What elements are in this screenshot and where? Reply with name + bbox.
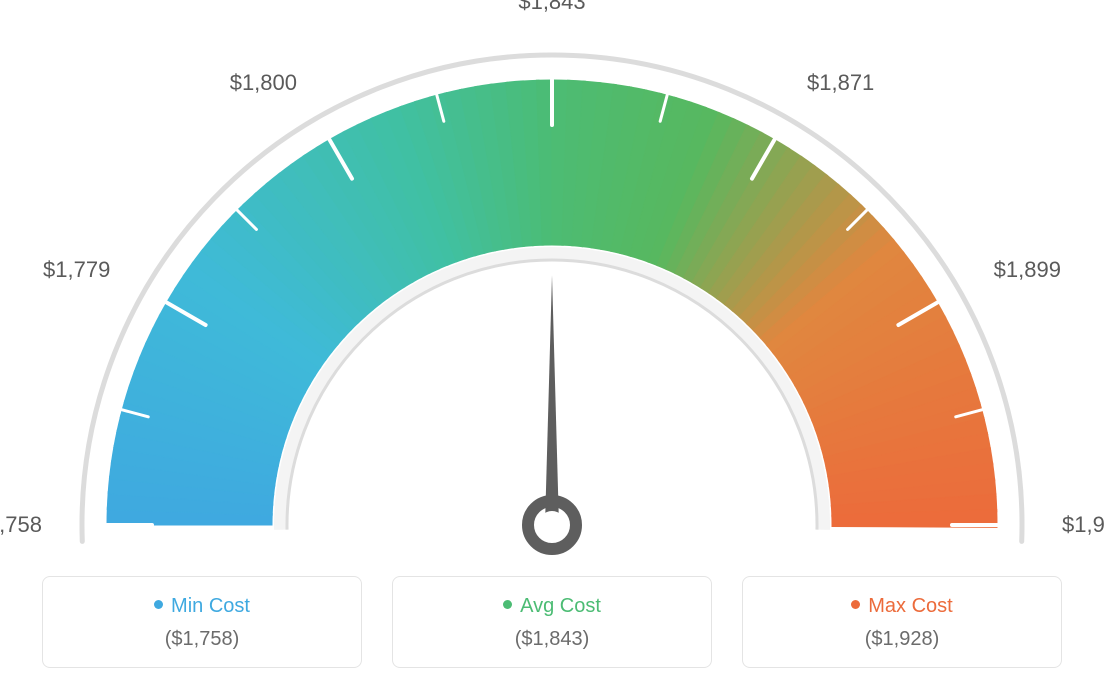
gauge-needle-hub-inner — [538, 511, 566, 539]
gauge-needle — [545, 275, 559, 525]
cost-gauge — [52, 5, 1052, 570]
legend-title-text: Min Cost — [171, 595, 250, 617]
legend-card-min: Min Cost ($1,758) — [42, 576, 362, 668]
legend-title-max: Max Cost — [743, 595, 1061, 618]
gauge-tick-label: $1,843 — [518, 0, 585, 15]
legend-value-min: ($1,758) — [43, 628, 361, 651]
gauge-tick-label: $1,800 — [230, 70, 297, 96]
gauge-tick-label: $1,871 — [807, 70, 874, 96]
legend-title-min: Min Cost — [43, 595, 361, 618]
gauge-tick-label: $1,899 — [994, 257, 1061, 283]
legend-card-max: Max Cost ($1,928) — [742, 576, 1062, 668]
legend-value-avg: ($1,843) — [393, 628, 711, 651]
legend-title-text: Avg Cost — [520, 595, 601, 617]
gauge-svg — [52, 5, 1052, 565]
legend-card-avg: Avg Cost ($1,843) — [392, 576, 712, 668]
dot-icon — [851, 600, 860, 609]
legend-row: Min Cost ($1,758) Avg Cost ($1,843) Max … — [42, 576, 1062, 668]
gauge-tick-label: $1,758 — [0, 512, 42, 538]
gauge-tick-label: $1,779 — [43, 257, 110, 283]
dot-icon — [154, 600, 163, 609]
gauge-tick-label: $1,928 — [1062, 512, 1104, 538]
legend-title-avg: Avg Cost — [393, 595, 711, 618]
legend-title-text: Max Cost — [868, 595, 952, 617]
dot-icon — [503, 600, 512, 609]
legend-value-max: ($1,928) — [743, 628, 1061, 651]
